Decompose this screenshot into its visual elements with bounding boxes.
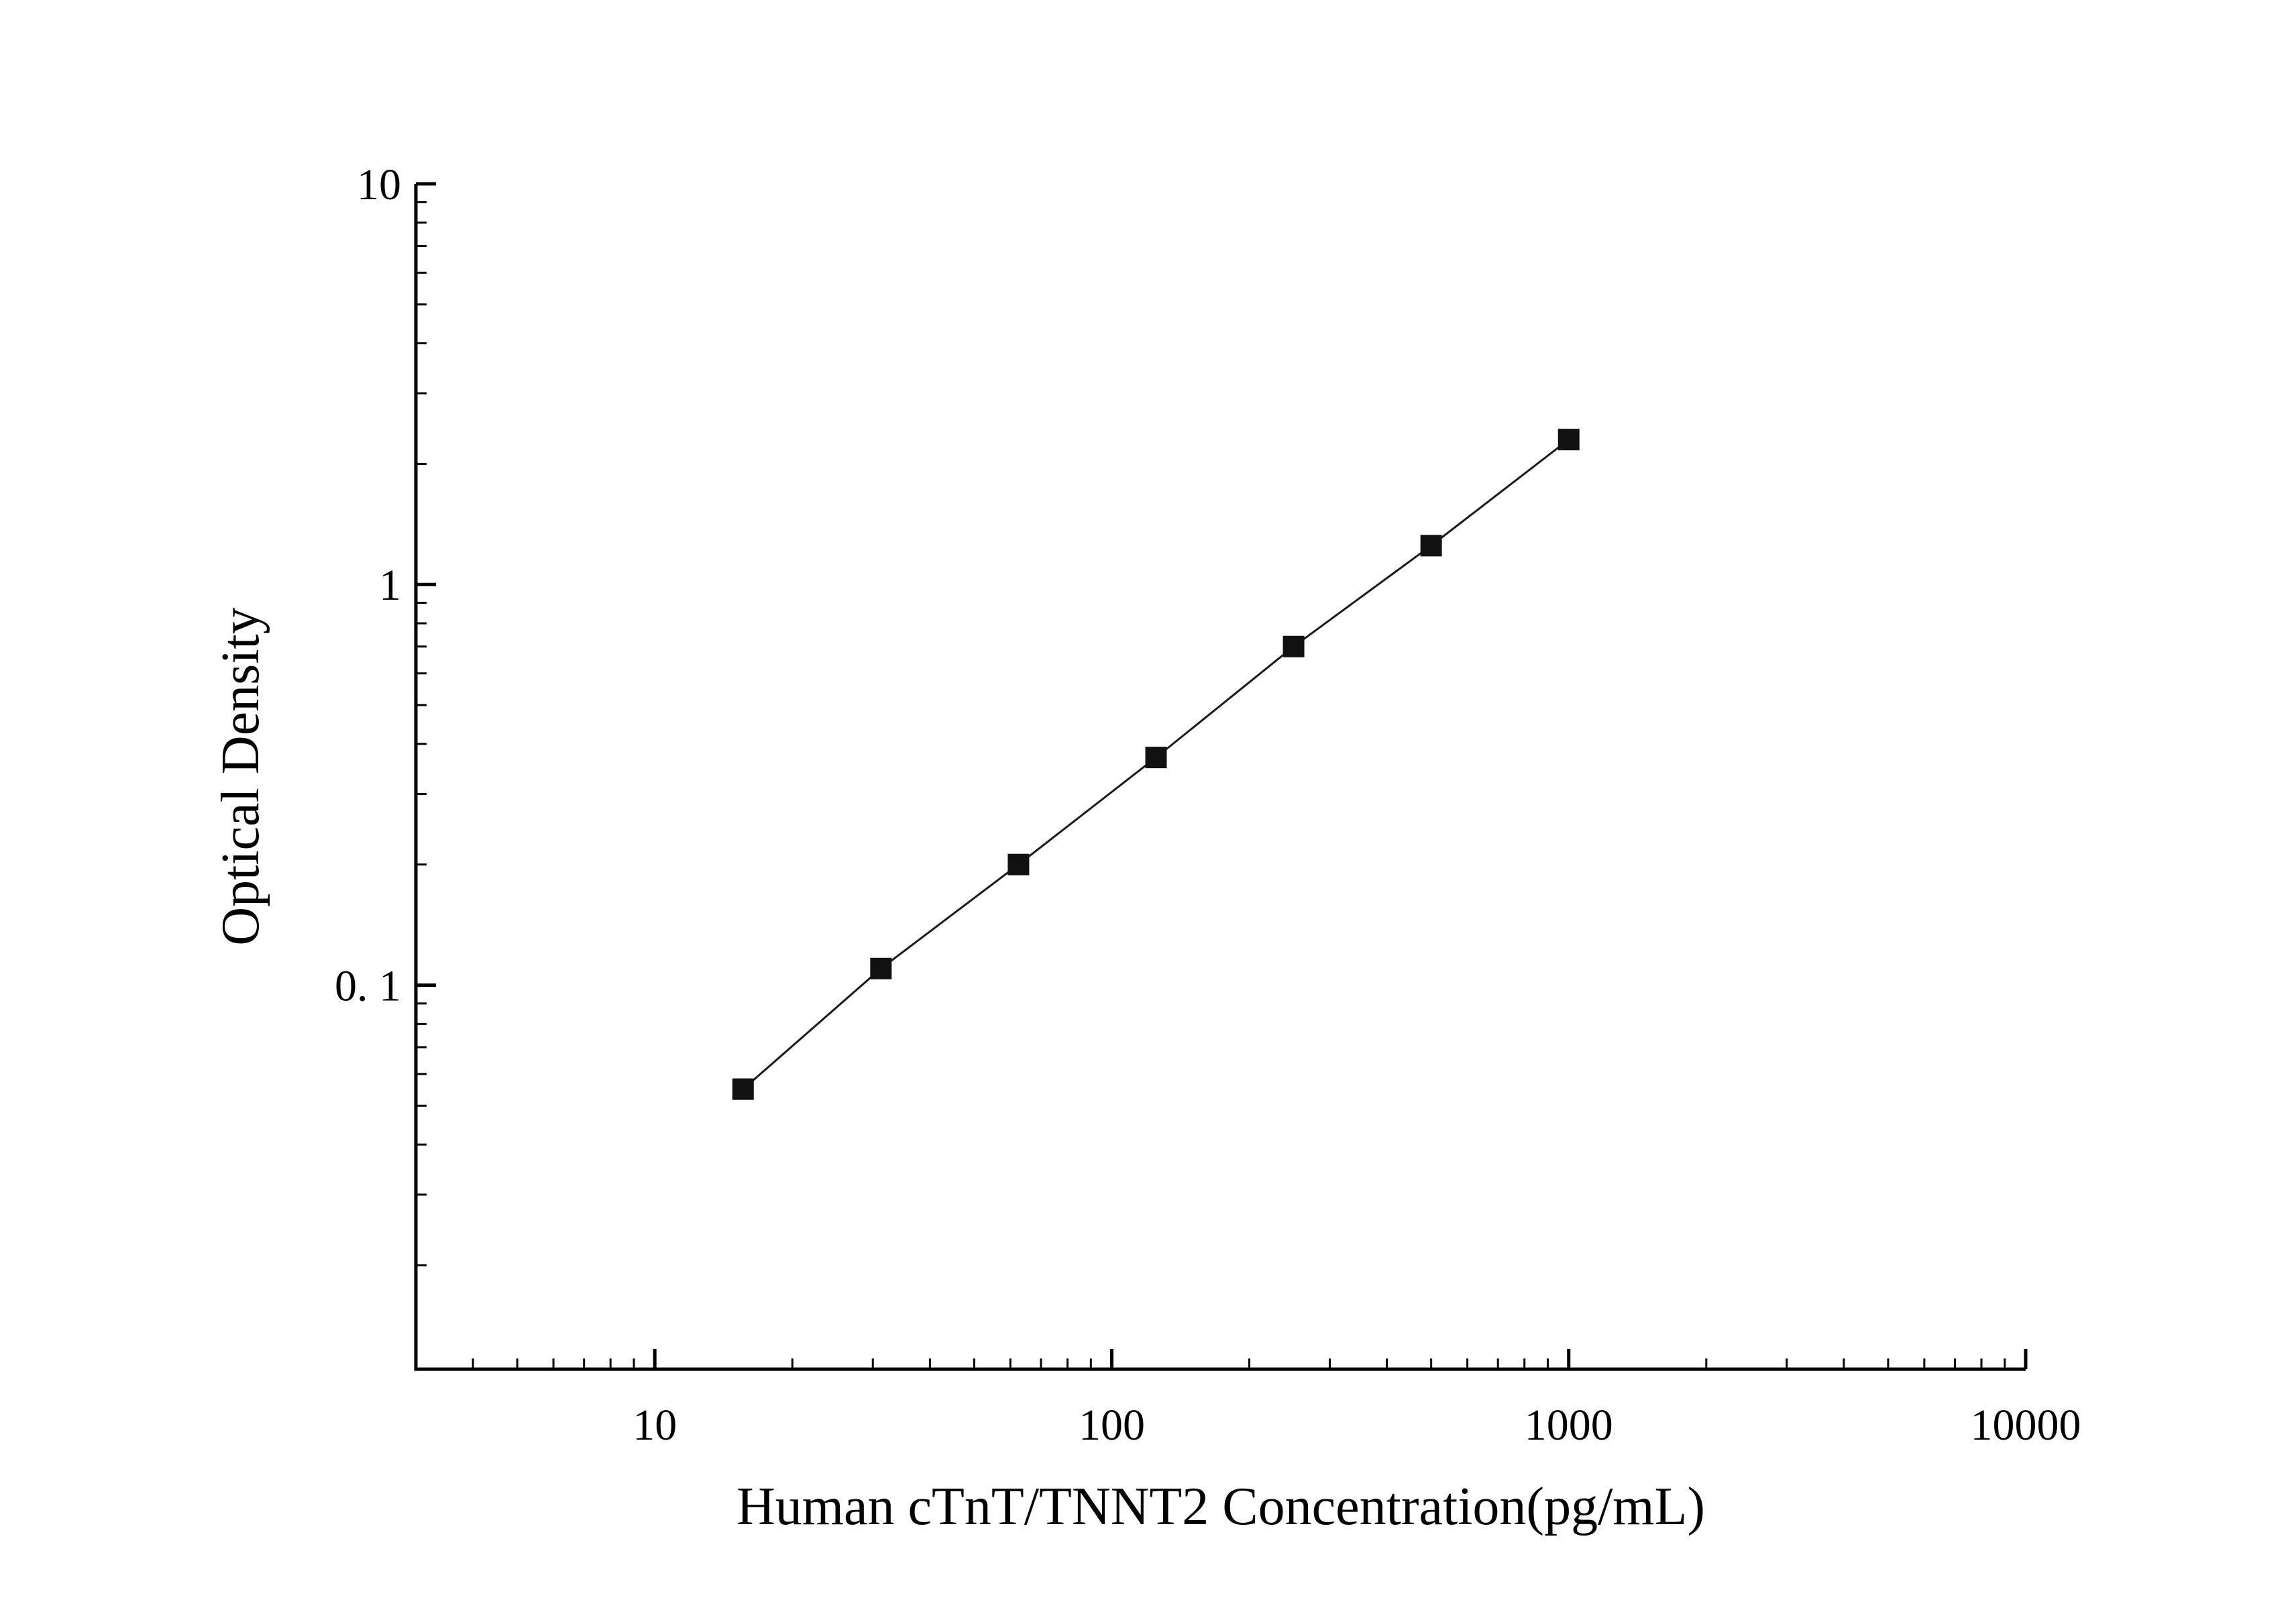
data-point-marker xyxy=(732,1078,754,1100)
data-point-marker xyxy=(870,957,892,979)
x-tick-label: 1000 xyxy=(1525,1401,1613,1450)
data-point-marker xyxy=(1420,535,1442,557)
x-axis-title: Human cTnT/TNNT2 Concentration(pg/mL) xyxy=(736,1477,1705,1536)
x-tick-label: 10 xyxy=(633,1401,677,1450)
x-tick-label: 10000 xyxy=(1971,1401,2081,1450)
x-tick-label: 100 xyxy=(1079,1401,1145,1450)
data-point-marker xyxy=(1282,635,1305,657)
y-tick-label: 0. 1 xyxy=(335,961,401,1010)
data-point-marker xyxy=(1557,429,1580,451)
data-point-marker xyxy=(1007,853,1030,875)
y-tick-label: 10 xyxy=(357,160,401,209)
y-tick-label: 1 xyxy=(379,561,401,610)
y-axis-title: Optical Density xyxy=(211,607,270,945)
data-point-marker xyxy=(1145,747,1167,769)
